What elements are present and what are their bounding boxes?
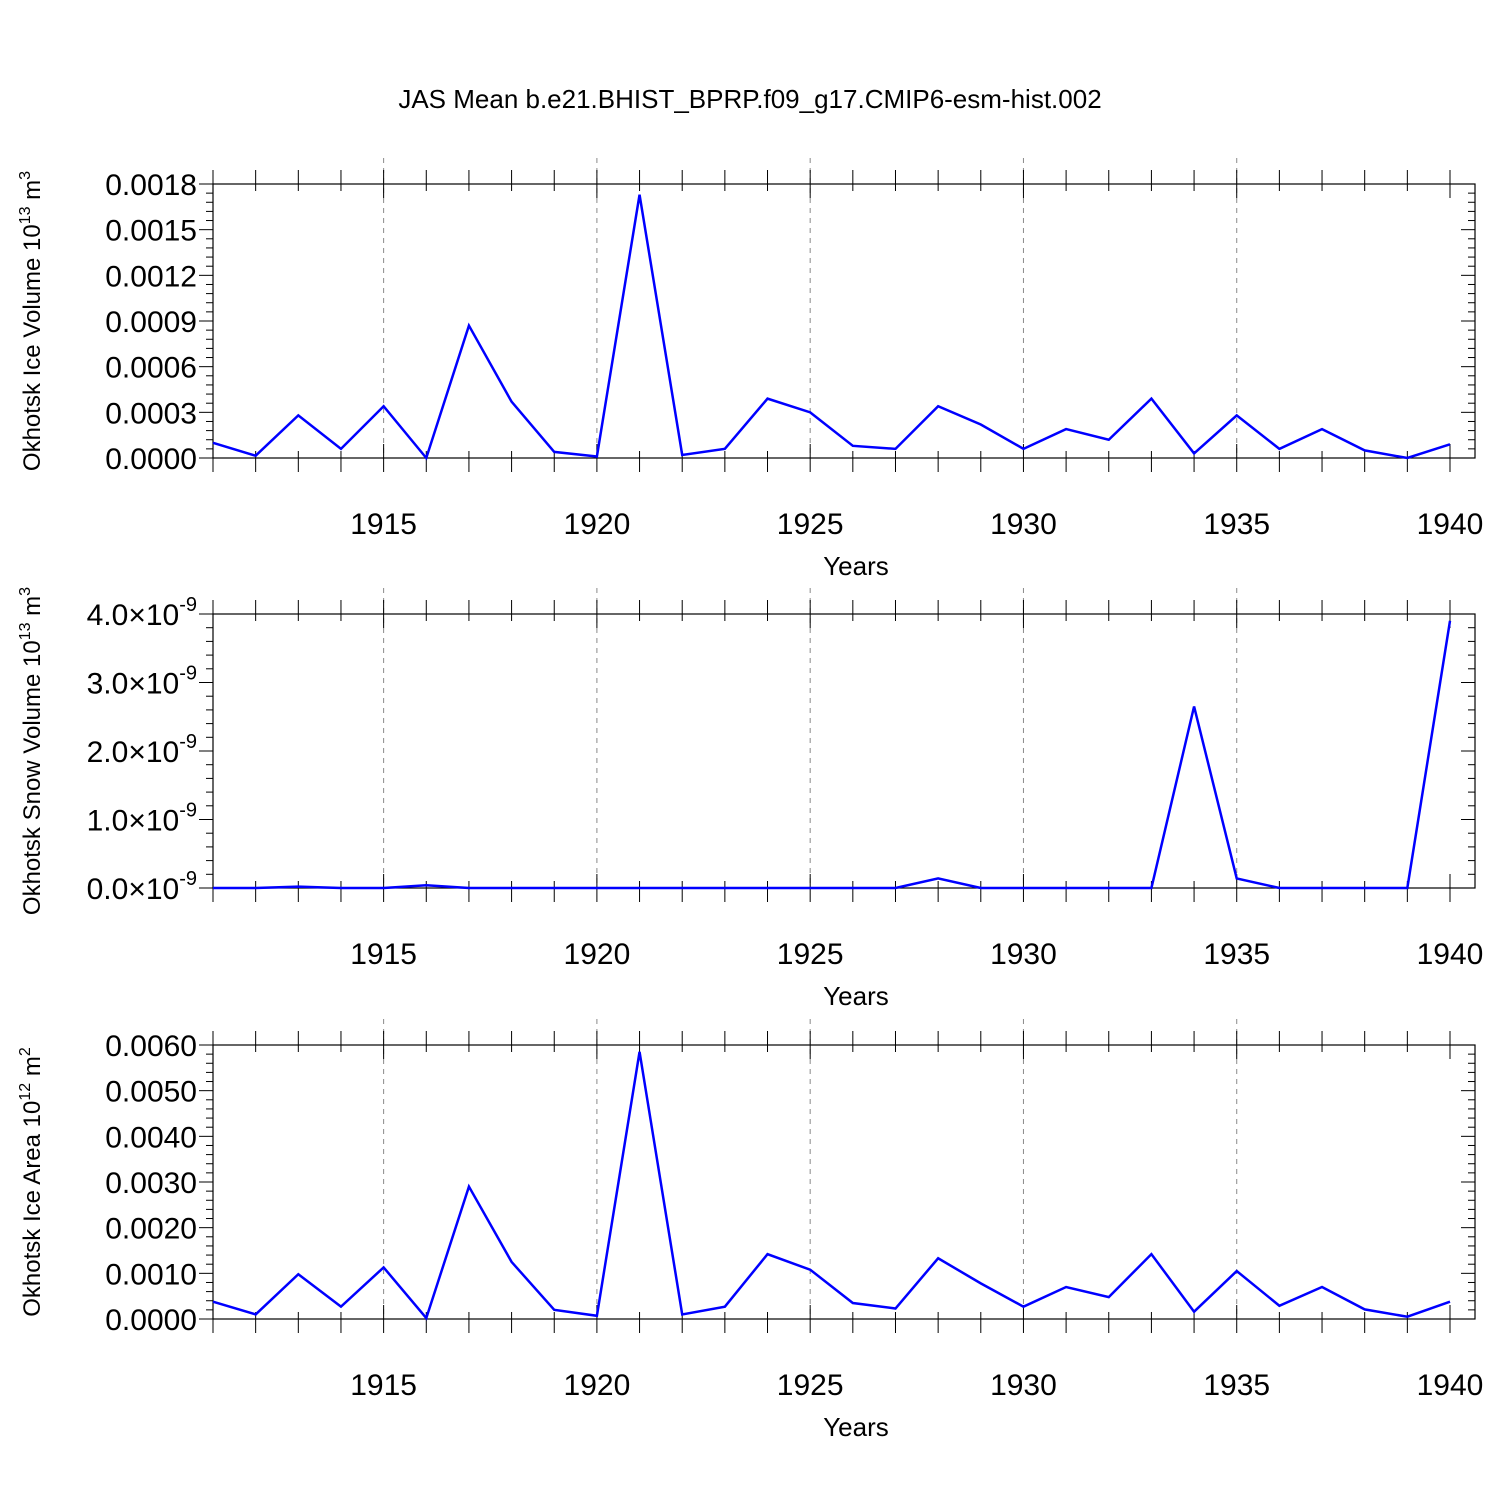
y-tick-value: 1.0 (87, 805, 129, 838)
y-tick-label: 0.0009 (105, 306, 197, 339)
y-label-unit: m (19, 180, 46, 207)
y-tick-label: 0.0×10-9 (87, 868, 197, 906)
x-axis-label: Years (823, 1412, 889, 1442)
y-tick-label: 0.0050 (105, 1076, 197, 1109)
x-tick-label: 1925 (777, 938, 844, 971)
y-tick-multiplier: ×10 (128, 736, 179, 769)
y-label-unit: m (19, 596, 46, 623)
y-axis-label: Okhotsk Ice Volume 1013 m3 (17, 171, 46, 471)
y-label-unit-exponent: 3 (17, 171, 34, 180)
x-tick-label: 1935 (1203, 1369, 1270, 1402)
y-tick-label: 4.0×10-9 (87, 594, 197, 632)
y-tick-value: 4.0 (87, 599, 129, 632)
y-tick-value: 0.0 (87, 873, 129, 906)
snow-volume-panel: 1915 1920 1925 1930 1935 1940Years0.0×10-91.0… (17, 587, 1483, 1011)
y-tick-exponent: -9 (179, 800, 197, 822)
y-tick-exponent: -9 (179, 731, 197, 753)
y-tick-label: 0.0015 (105, 215, 197, 248)
y-tick-multiplier: ×10 (128, 599, 179, 632)
y-label-unit-exponent: 2 (17, 1047, 34, 1056)
y-tick-label: 0.0000 (105, 443, 197, 476)
plot-frame (212, 183, 1476, 459)
x-tick-label: 1940 (1417, 938, 1484, 971)
y-tick-value: 2.0 (87, 736, 129, 769)
y-tick-label: 0.0020 (105, 1213, 197, 1246)
y-label-text: Okhotsk Snow Volume 10 (19, 640, 46, 915)
y-tick-exponent: -9 (179, 868, 197, 890)
x-tick-label: 1920 (564, 1369, 631, 1402)
x-axis-label: Years (823, 981, 889, 1011)
x-tick-label: 1920 (564, 938, 631, 971)
y-tick-label: 0.0040 (105, 1121, 197, 1154)
x-tick-label: 1940 (1417, 508, 1484, 541)
y-axis-label: Okhotsk Snow Volume 1013 m3 (17, 587, 46, 915)
y-tick-multiplier: ×10 (128, 873, 179, 906)
x-tick-label: 1935 (1203, 508, 1270, 541)
y-tick-value: 3.0 (87, 668, 129, 701)
series-line (212, 1051, 1451, 1321)
y-tick-label: 0.0060 (105, 1030, 197, 1063)
y-tick-label: 0.0003 (105, 397, 197, 430)
x-tick-label: 1925 (777, 508, 844, 541)
y-tick-label: 0.0012 (105, 260, 197, 293)
ice-volume-panel: 1915 1920 1925 1930 1935 1940 Years 0.0000 0.000… (17, 158, 1483, 581)
y-tick-label: 0.0000 (105, 1304, 197, 1337)
y-label-exponent: 13 (17, 206, 34, 224)
y-label-exponent: 12 (17, 1083, 34, 1101)
x-tick-label: 1925 (777, 1369, 844, 1402)
chart-title: JAS Mean b.e21.BHIST_BPRP.f09_g17.CMIP6-… (398, 84, 1101, 114)
y-tick-multiplier: ×10 (128, 668, 179, 701)
x-tick-label: 1930 (990, 508, 1057, 541)
x-tick-label: 1920 (564, 508, 631, 541)
y-label-text: Okhotsk Ice Area 10 (19, 1101, 46, 1317)
plot-frame (212, 613, 1476, 889)
x-tick-label: 1935 (1203, 938, 1270, 971)
x-tick-label: 1940 (1417, 1369, 1484, 1402)
y-tick-label: 0.0030 (105, 1167, 197, 1200)
y-tick-exponent: -9 (179, 663, 197, 685)
plot-frame (212, 1044, 1476, 1320)
y-tick-multiplier: ×10 (128, 805, 179, 838)
series-line (212, 194, 1451, 461)
x-tick-label: 1930 (990, 1369, 1057, 1402)
series-line (213, 620, 1452, 890)
y-label-unit: m (19, 1056, 46, 1083)
y-tick-exponent: -9 (179, 594, 197, 616)
x-tick-label: 1915 (350, 1369, 417, 1402)
y-tick-label: 1.0×10-9 (87, 800, 197, 838)
y-tick-label: 3.0×10-9 (87, 663, 197, 701)
y-tick-label: 0.0010 (105, 1258, 197, 1291)
x-tick-label: 1915 (350, 938, 417, 971)
y-axis-label: Okhotsk Ice Area 1012 m2 (17, 1047, 46, 1317)
y-label-unit-exponent: 3 (17, 587, 34, 596)
y-tick-label: 2.0×10-9 (87, 731, 197, 769)
y-label-exponent: 13 (17, 622, 34, 640)
y-tick-label: 0.0018 (105, 169, 197, 202)
y-tick-label: 0.0006 (105, 352, 197, 385)
x-axis-label: Years (823, 551, 889, 581)
y-label-text: Okhotsk Ice Volume 10 (19, 224, 46, 471)
ice-area-panel: 1915 1920 1925 1930 1935 1940 Years 0.0000 0.001… (17, 1019, 1483, 1442)
x-tick-label: 1930 (990, 938, 1057, 971)
x-tick-label: 1915 (350, 508, 417, 541)
